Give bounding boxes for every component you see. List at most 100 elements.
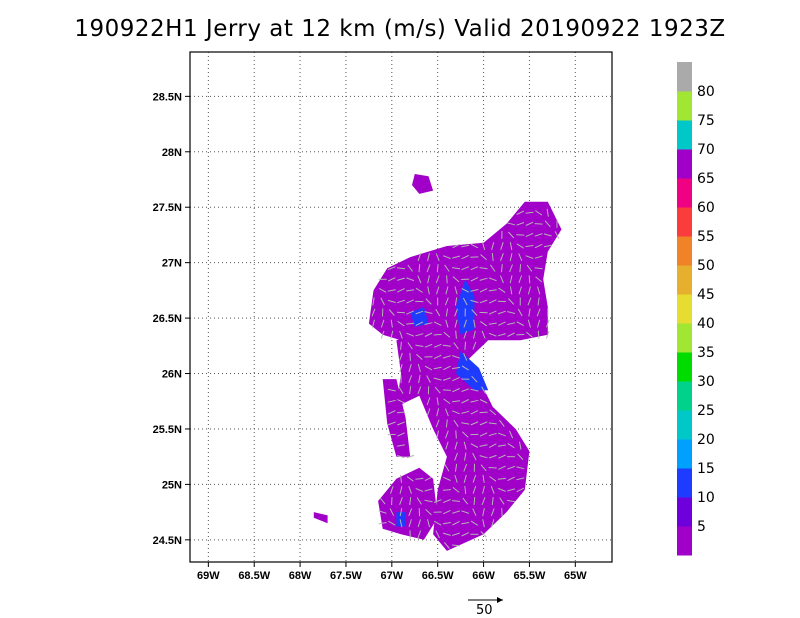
lon-tick-label-2: 68W	[289, 570, 312, 582]
wind-arrow-48	[481, 497, 486, 505]
gridlines	[190, 52, 612, 562]
wind-arrow-95	[498, 454, 506, 459]
wind-arrow-283	[488, 289, 497, 292]
wind-arrow-141	[426, 397, 431, 406]
wind-arrow-12	[399, 519, 403, 528]
wind-arrow-67	[406, 476, 414, 482]
wind-arrow-269	[527, 297, 532, 306]
wind-arrow-138	[489, 409, 497, 416]
wind-arrow-243	[471, 309, 478, 316]
wind-arrow-162	[426, 375, 431, 383]
wind-arrow-341	[482, 242, 486, 251]
wind-arrow-277	[436, 286, 440, 295]
wind-arrow-329	[461, 254, 470, 260]
wind-arrow-57	[442, 489, 451, 491]
wind-arrow-294	[427, 275, 430, 284]
wind-arrow-132	[436, 408, 440, 417]
wind-arrow-62	[490, 486, 495, 494]
wind-arrow-190	[453, 342, 459, 350]
colorbar-label-4: 25	[697, 403, 715, 419]
wind-arrow-291	[397, 277, 405, 281]
wind-arrow-258	[425, 298, 432, 305]
wind-arrow-285	[509, 286, 513, 295]
wind-arrow-296	[446, 275, 448, 284]
wind-arrow-41	[416, 497, 422, 505]
wind-arrow-256	[406, 299, 415, 304]
wind-arrow-276	[427, 286, 430, 295]
wind-arrow-297	[452, 276, 460, 283]
wind-arrow-106	[507, 442, 515, 449]
wind-arrow-155	[452, 388, 460, 393]
wind-arrow-22	[491, 519, 495, 528]
wind-arrow-137	[479, 411, 488, 414]
wind-arrow-187	[424, 343, 433, 348]
colorbar-label-2: 15	[697, 461, 715, 477]
wind-arrow-305	[528, 275, 531, 284]
colorbar-segment-0	[677, 526, 692, 556]
wind-arrow-59	[464, 485, 467, 494]
wind-arrow-364	[535, 210, 543, 216]
latitude-labels: 24.5N 25N 25.5N 26N 26.5N 27N 27.5N 28N 28.5N	[153, 91, 190, 547]
wind-arrow-314	[452, 267, 461, 270]
wind-arrow-184	[400, 341, 402, 350]
wind-arrow-90	[454, 452, 458, 461]
wind-arrow-145	[461, 399, 470, 404]
wind-arrow-19	[461, 522, 470, 525]
wind-arrow-43	[433, 499, 442, 503]
colorbar-segment-15	[677, 91, 692, 121]
wind-arrow-357	[516, 222, 525, 226]
wind-arrow-37	[379, 497, 386, 505]
wind-arrow-336	[525, 255, 534, 259]
colorbar-label-11: 60	[697, 200, 715, 216]
colorbar-segment-3	[677, 439, 692, 469]
colorbar-segment-10	[677, 236, 692, 266]
wind-arrow-153	[434, 386, 441, 394]
wind-arrow-111	[445, 430, 449, 439]
wind-arrow-288	[537, 286, 541, 295]
wind-region-small-west	[313, 512, 328, 524]
wind-arrow-207	[507, 332, 515, 337]
wind-arrow-23	[378, 510, 387, 514]
wind-arrow-113	[461, 431, 469, 438]
wind-arrow-102	[470, 443, 479, 448]
wind-arrow-28	[425, 508, 432, 516]
wind-arrow-345	[516, 243, 524, 249]
reference-vector-arrowhead	[497, 597, 503, 603]
wind-arrow-91	[464, 452, 467, 461]
wind-arrow-270	[537, 297, 540, 306]
wind-arrow-85	[498, 465, 506, 470]
wind-arrow-261	[454, 297, 458, 306]
wind-arrow-240	[445, 308, 448, 317]
wind-arrow-293	[417, 275, 422, 284]
wind-arrow-255	[397, 299, 405, 304]
wind-arrow-254	[387, 299, 396, 303]
wind-arrow-282	[479, 288, 488, 293]
colorbar-label-7: 40	[697, 316, 715, 332]
wind-arrow-88	[397, 455, 405, 459]
wind-arrow-189	[442, 344, 451, 347]
colorbar-label-12: 65	[697, 171, 715, 187]
wind-arrow-13	[408, 519, 412, 528]
wind-arrow-217	[415, 321, 424, 326]
wind-arrow-339	[461, 244, 470, 248]
wind-arrow-147	[479, 399, 488, 404]
wind-arrow-72	[463, 474, 467, 483]
wind-arrow-34	[482, 508, 485, 517]
wind-arrow-331	[480, 254, 487, 261]
reference-vector: 50	[468, 597, 503, 618]
lon-tick-label-6: 66W	[472, 570, 495, 582]
wind-arrow-248	[517, 308, 523, 317]
lat-tick-label-1: 25N	[162, 479, 182, 491]
longitude-labels: 69W 68.5W 68W 67.5W 67W 66.5W 66W 65.5W 65W	[197, 562, 587, 582]
wind-arrow-343	[500, 242, 504, 250]
wind-arrow-156	[461, 388, 470, 392]
wind-arrow-337	[534, 255, 543, 259]
wind-arrow-180	[433, 354, 442, 360]
wind-arrow-143	[443, 398, 451, 405]
wind-arrow-44	[443, 499, 451, 504]
wind-arrow-245	[488, 310, 497, 315]
wind-arrow-58	[452, 487, 460, 493]
wind-arrow-24	[389, 508, 395, 516]
wind-arrow-112	[455, 430, 457, 439]
lon-tick-label-0: 69W	[197, 570, 220, 582]
